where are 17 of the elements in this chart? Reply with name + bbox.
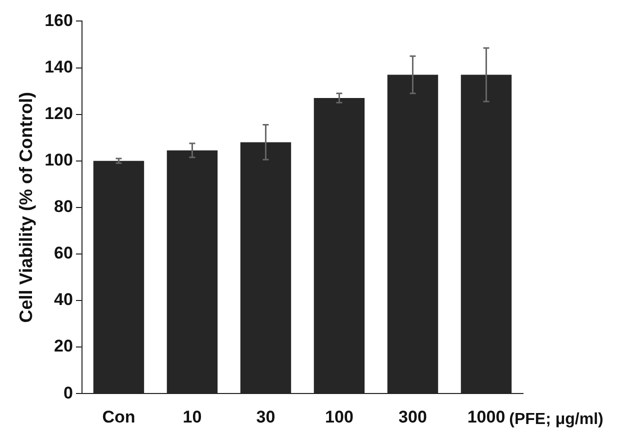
y-tick-label: 20: [54, 336, 73, 356]
y-tick-label: 100: [44, 150, 73, 170]
x-tick-label: 100: [325, 407, 354, 426]
y-tick-label: 120: [44, 104, 73, 123]
y-tick-label: 80: [54, 197, 73, 216]
y-tick-label: 160: [44, 10, 73, 30]
y-tick-label: 40: [54, 290, 73, 310]
x-tick-label: 300: [398, 407, 427, 426]
x-tick-label: Con: [102, 407, 136, 426]
x-axis-title: (PFE; μg/ml): [509, 411, 604, 428]
y-tick-label: 60: [54, 244, 73, 263]
y-tick-label: 140: [44, 57, 73, 76]
x-tick-label: 1000: [467, 407, 506, 426]
x-tick-label: 10: [182, 407, 202, 426]
x-tick-label: 30: [256, 407, 276, 426]
y-axis-title: Cell Viability (% of Control): [16, 92, 36, 323]
y-tick-label: 0: [63, 383, 73, 402]
